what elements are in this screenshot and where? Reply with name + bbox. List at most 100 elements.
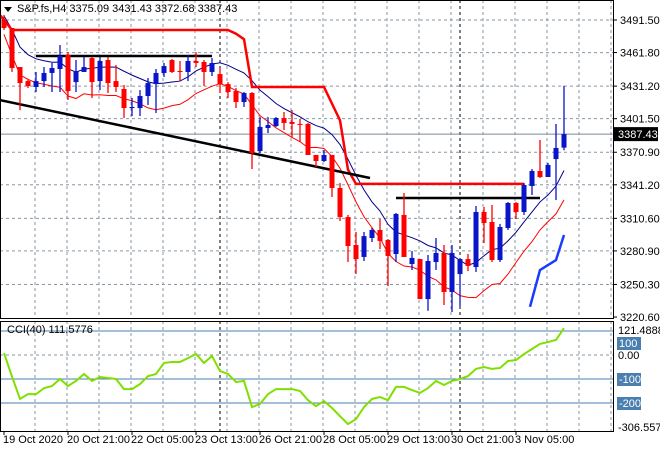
candle-body-bull	[97, 61, 103, 82]
candle	[177, 61, 183, 82]
candle-body-bear	[297, 123, 303, 125]
cci-level-badge	[617, 397, 641, 410]
candle	[57, 45, 63, 93]
x-tick-label: 30 Oct 21:00	[451, 434, 514, 446]
moving-average-red	[3, 34, 565, 299]
candle	[265, 117, 271, 134]
candle-body-bear	[329, 154, 335, 188]
candle-body-bear	[201, 61, 207, 72]
candle	[385, 238, 391, 287]
candle	[97, 56, 103, 91]
candle-body-bear	[169, 60, 175, 72]
candle-body-bear	[513, 203, 519, 212]
candle	[201, 60, 207, 87]
cci-zero-label: 0.00	[618, 350, 639, 362]
candle-body-bear	[537, 170, 543, 178]
candle	[9, 28, 15, 72]
candle	[393, 212, 399, 262]
candle-body-bear	[481, 211, 487, 223]
candle-body-bear	[225, 84, 231, 93]
candle	[241, 92, 247, 107]
candle	[545, 162, 551, 178]
candle	[505, 202, 511, 230]
candle-body-bear	[465, 259, 471, 266]
candle-body-bear	[401, 214, 407, 257]
candle-body-bear	[345, 217, 351, 246]
candle-body-bull	[361, 236, 367, 257]
candle-body-bear	[17, 67, 23, 84]
candle	[1, 14, 7, 30]
y-tick-label: 3341.20	[620, 180, 660, 192]
candle	[169, 59, 175, 73]
candle-body-bull	[433, 253, 439, 262]
candle	[233, 87, 239, 109]
y-tick-label: 3431.20	[620, 81, 660, 93]
candle	[49, 62, 55, 93]
candle-body-bear	[121, 88, 127, 109]
dropdown-triangle-icon[interactable]	[4, 6, 12, 12]
candle	[153, 69, 159, 113]
candle	[289, 110, 295, 137]
candle-body-bull	[425, 261, 431, 300]
ohlc-open: 3375.09	[69, 3, 110, 15]
candle	[257, 117, 263, 154]
x-tick-label: 19 Oct 2020	[3, 434, 63, 446]
candle	[537, 139, 543, 179]
candle	[449, 245, 455, 312]
candle-body-bull	[545, 164, 551, 178]
current-price-label: 3387.43	[618, 129, 658, 141]
chart-header: S&P.fs,H4 3375.09 3431.43 3372.68 3387.4…	[4, 3, 237, 15]
candle-body-bull	[57, 55, 63, 70]
candle	[353, 231, 359, 275]
candle	[553, 123, 559, 201]
candle-body-bull	[145, 83, 151, 96]
candle	[417, 259, 423, 300]
candle	[137, 90, 143, 117]
candle-body-bull	[209, 62, 215, 72]
candle	[65, 52, 71, 101]
candle-body-bear	[89, 58, 95, 83]
main-panel-border	[0, 0, 614, 319]
candle	[305, 122, 311, 155]
candle	[521, 183, 527, 215]
candle-body-bull	[497, 227, 503, 261]
candle-body-bull	[241, 93, 247, 103]
candle	[105, 56, 111, 94]
candle	[145, 78, 151, 105]
candle	[361, 231, 367, 262]
candle-body-bull	[49, 68, 55, 73]
candle	[345, 214, 351, 262]
cci-level-label: -100	[619, 374, 641, 386]
candle	[33, 71, 39, 93]
candle	[313, 154, 319, 168]
candle	[129, 97, 135, 117]
candle	[161, 62, 167, 78]
candle-body-bull	[129, 106, 135, 109]
candle-body-bull	[153, 72, 159, 85]
candle-body-bull	[457, 259, 463, 275]
candle	[217, 68, 223, 94]
y-tick-label: 3370.90	[620, 147, 660, 159]
candle	[193, 52, 199, 68]
candle	[209, 58, 215, 77]
candle	[185, 54, 191, 82]
candle-body-bear	[65, 54, 71, 92]
cci-panel-border	[0, 321, 614, 432]
candle	[425, 254, 431, 311]
candle	[561, 85, 567, 151]
candle-body-bull	[33, 81, 39, 87]
channel-upper-line	[0, 14, 524, 186]
support-trendline[interactable]	[0, 98, 371, 180]
candle-body-bull	[529, 170, 535, 187]
candle	[441, 245, 447, 305]
candle	[281, 111, 287, 130]
cci-line	[3, 327, 565, 426]
candle	[465, 253, 471, 271]
candle-body-bull	[81, 67, 87, 72]
ohlc-low: 3372.68	[154, 3, 195, 15]
y-tick-label: 3280.90	[620, 246, 660, 258]
candle-body-bear	[113, 81, 119, 87]
candle	[481, 206, 487, 244]
x-tick-label: 3 Nov 05:00	[515, 434, 574, 446]
